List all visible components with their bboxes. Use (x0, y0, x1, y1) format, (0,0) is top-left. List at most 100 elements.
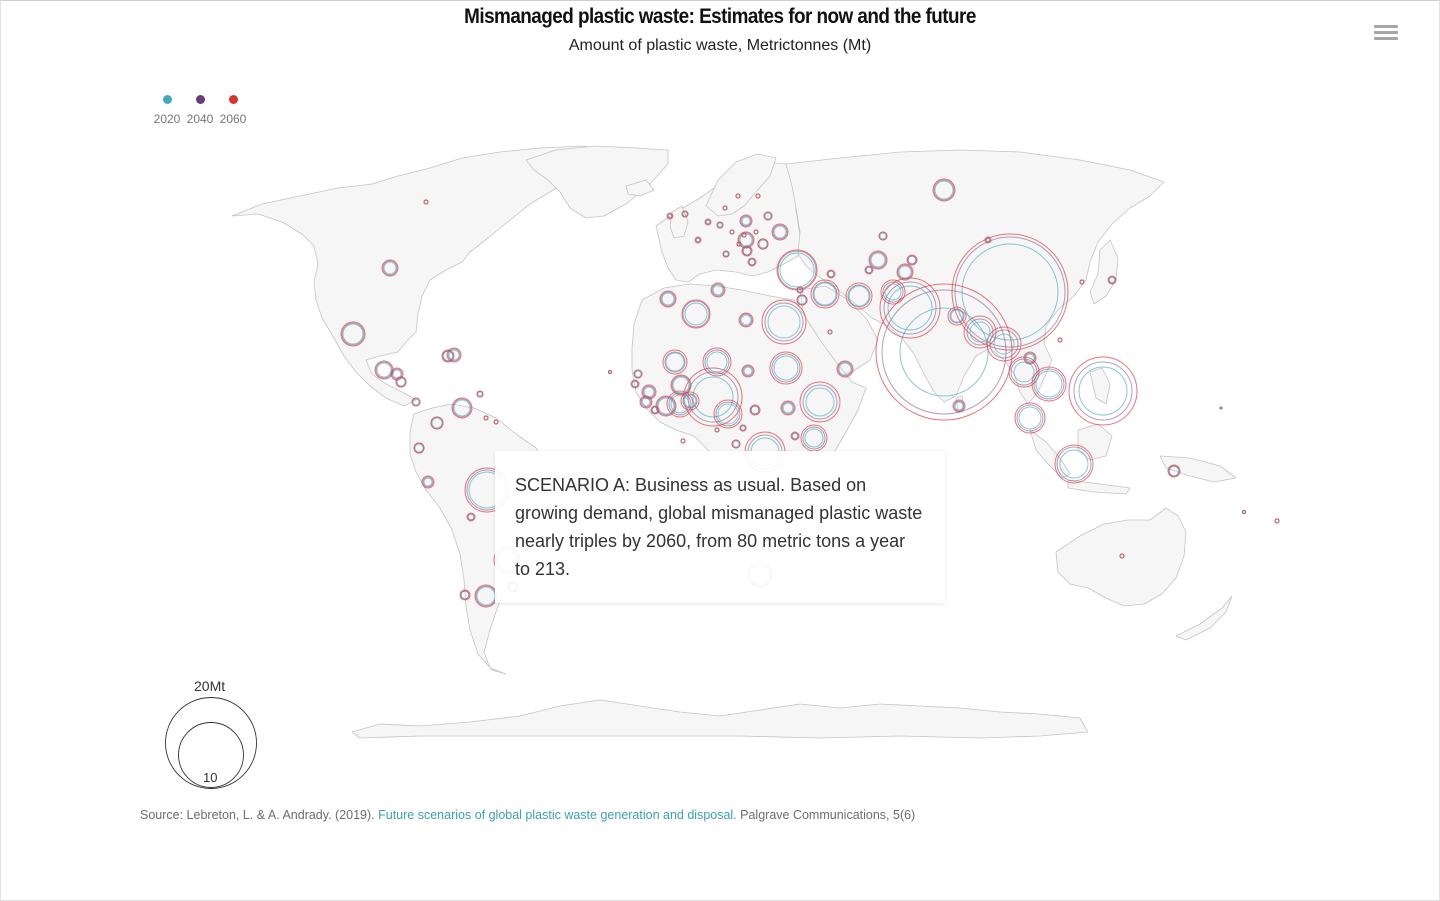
country-bubble-2020[interactable] (899, 307, 989, 397)
country-bubble-2020[interactable] (396, 377, 406, 387)
country-bubble-2060[interactable] (659, 290, 677, 308)
country-bubble-2040[interactable] (865, 266, 873, 274)
country-bubble-2060[interactable] (739, 214, 753, 228)
country-bubble-2020[interactable] (477, 391, 483, 397)
country-bubble-2020[interactable] (661, 292, 675, 306)
country-bubble-2060[interactable] (796, 286, 804, 294)
country-bubble-2040[interactable] (682, 300, 710, 328)
country-bubble-2020[interactable] (1078, 366, 1128, 416)
country-bubble-2060[interactable] (845, 282, 873, 310)
country-bubble-2060[interactable] (796, 294, 808, 306)
country-bubble-2020[interactable] (717, 222, 723, 228)
country-bubble-2020[interactable] (717, 403, 739, 425)
country-bubble-2060[interactable] (662, 349, 688, 375)
country-bubble-2020[interactable] (743, 366, 753, 376)
country-bubble-2060[interactable] (466, 512, 476, 522)
country-bubble-2020[interactable] (813, 282, 837, 306)
country-bubble-2060[interactable] (630, 379, 640, 389)
country-bubble-2020[interactable] (431, 417, 443, 429)
country-bubble-2060[interactable] (483, 415, 489, 421)
country-bubble-2020[interactable] (773, 355, 799, 381)
country-bubble-2060[interactable] (704, 218, 712, 226)
country-bubble-2020[interactable] (672, 376, 690, 394)
country-bubble-2040[interactable] (447, 348, 461, 362)
country-bubble-2020[interactable] (804, 428, 824, 448)
country-bubble-2060[interactable] (1031, 366, 1067, 402)
country-bubble-2020[interactable] (732, 440, 740, 448)
country-bubble-2020[interactable] (797, 287, 803, 293)
country-bubble-2020[interactable] (758, 239, 768, 249)
country-bubble-2060[interactable] (747, 257, 757, 267)
country-bubble-2020[interactable] (376, 362, 392, 378)
country-bubble-2060[interactable] (736, 241, 742, 247)
country-bubble-2020[interactable] (383, 261, 397, 275)
country-bubble-2020[interactable] (961, 243, 1059, 341)
country-bubble-2060[interactable] (639, 395, 653, 409)
country-bubble-2060[interactable] (763, 211, 773, 221)
country-bubble-2040[interactable] (954, 236, 1066, 348)
country-bubble-2060[interactable] (459, 589, 471, 601)
country-bubble-2040[interactable] (764, 302, 804, 342)
country-bubble-2040[interactable] (933, 179, 955, 201)
country-bubble-2060[interactable] (423, 199, 429, 205)
country-bubble-2060[interactable] (421, 475, 435, 489)
country-bubble-2020[interactable] (884, 283, 902, 301)
country-bubble-2020[interactable] (641, 397, 651, 407)
country-bubble-2060[interactable] (826, 269, 836, 279)
country-bubble-2040[interactable] (651, 406, 659, 414)
country-bubble-2060[interactable] (836, 360, 854, 378)
country-bubble-2020[interactable] (934, 180, 954, 200)
country-bubble-2060[interactable] (493, 419, 499, 425)
country-bubble-2040[interactable] (739, 313, 753, 327)
country-bubble-2020[interactable] (898, 265, 912, 279)
country-bubble-2020[interactable] (1059, 449, 1089, 479)
country-bubble-2040[interactable] (341, 322, 365, 346)
country-bubble-2060[interactable] (739, 424, 747, 432)
country-bubble-2040[interactable] (660, 291, 676, 307)
country-bubble-2020[interactable] (1035, 370, 1063, 398)
country-bubble-2060[interactable] (650, 405, 660, 415)
country-bubble-2060[interactable] (749, 404, 761, 416)
country-bubble-2020[interactable] (870, 252, 886, 268)
country-bubble-2040[interactable] (771, 353, 801, 383)
country-bubble-2060[interactable] (827, 329, 833, 335)
country-bubble-2060[interactable] (374, 360, 394, 380)
country-bubble-2040[interactable] (715, 401, 741, 427)
country-bubble-2040[interactable] (422, 476, 434, 488)
country-bubble-2040[interactable] (750, 405, 760, 415)
country-bubble-2040[interactable] (664, 351, 686, 373)
country-bubble-2060[interactable] (1079, 279, 1085, 285)
country-bubble-2060[interactable] (666, 212, 674, 220)
legend-item-2060[interactable]: 2060 (216, 93, 250, 128)
country-bubble-2020[interactable] (1018, 406, 1042, 430)
country-bubble-2060[interactable] (947, 306, 967, 326)
country-bubble-2060[interactable] (1054, 444, 1094, 484)
country-bubble-2060[interactable] (1219, 406, 1223, 410)
country-bubble-2060[interactable] (395, 376, 407, 388)
country-bubble-2060[interactable] (446, 347, 462, 363)
country-bubble-2020[interactable] (634, 370, 642, 378)
country-bubble-2040[interactable] (671, 375, 691, 395)
country-bubble-2020[interactable] (684, 302, 708, 326)
country-bubble-2020[interactable] (412, 398, 420, 406)
country-bubble-2060[interactable] (986, 326, 1022, 362)
country-bubble-2040[interactable] (705, 219, 711, 225)
country-bubble-2040[interactable] (695, 237, 701, 243)
country-bubble-2040[interactable] (802, 426, 826, 450)
country-bubble-2020[interactable] (879, 232, 887, 240)
country-bubble-2020[interactable] (453, 399, 471, 417)
country-bubble-2060[interactable] (381, 259, 399, 277)
hamburger-menu-icon[interactable] (1374, 25, 1398, 47)
country-bubble-2040[interactable] (1056, 446, 1092, 482)
country-bubble-2060[interactable] (451, 397, 473, 419)
country-bubble-2020[interactable] (950, 309, 964, 323)
country-bubble-2040[interactable] (791, 432, 799, 440)
country-bubble-2060[interactable] (769, 351, 803, 385)
country-bubble-2020[interactable] (993, 333, 1015, 355)
country-bubble-2020[interactable] (767, 305, 801, 339)
country-bubble-2040[interactable] (827, 270, 835, 278)
country-bubble-2060[interactable] (780, 400, 796, 416)
country-bubble-2060[interactable] (932, 178, 956, 202)
country-bubble-2020[interactable] (1013, 361, 1035, 383)
country-bubble-2040[interactable] (882, 281, 904, 303)
